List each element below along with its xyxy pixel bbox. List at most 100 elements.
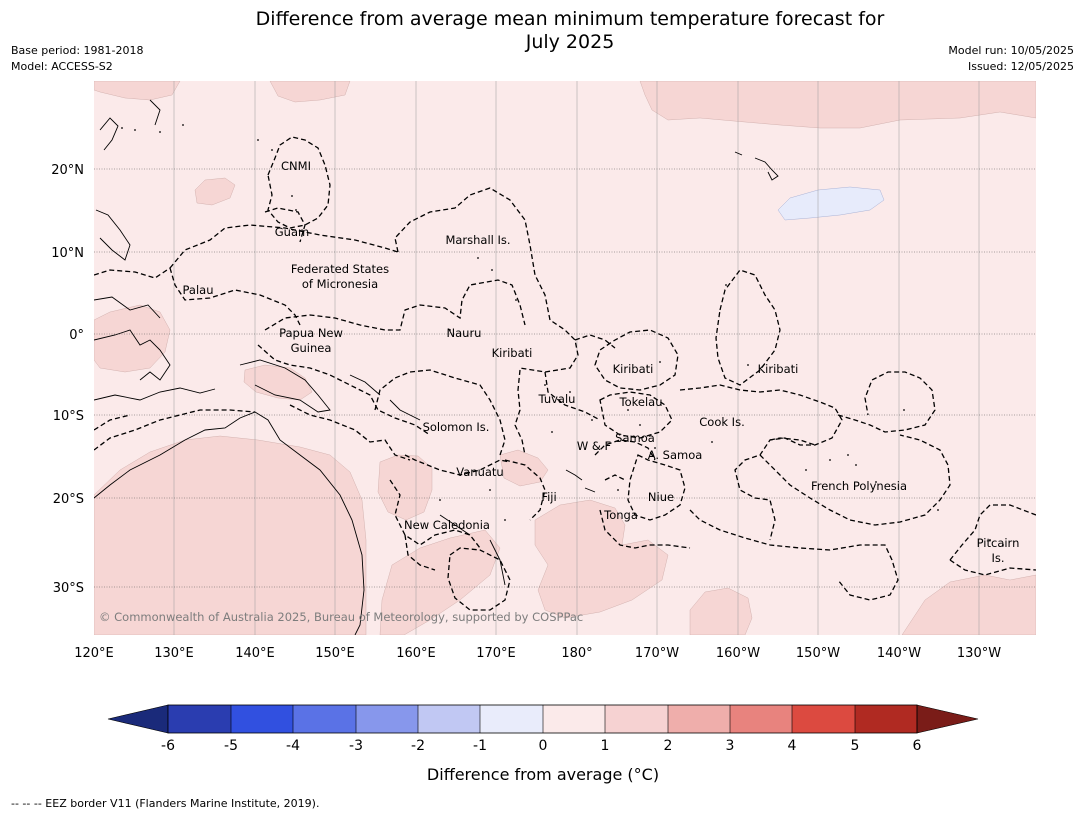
colorbar-tick-minus2: -2 [411,738,425,754]
lon-label-140e: 140°E [235,646,275,661]
label-guam: Guam [275,225,309,239]
colorbar-bin-2 [231,705,293,733]
anomaly-patch-nw-1 [269,81,351,103]
anomaly-patch-cool-hawaii [777,186,885,221]
colorbar-tick-minus4: -4 [286,738,300,754]
colorbar-tick-6: 6 [913,738,922,754]
label-wf: W & F [577,439,611,453]
colorbar-bin-4 [356,705,418,733]
lon-label-160w: 160°W [716,646,760,661]
eez-borders [94,136,1036,611]
label-fsm-line1: Federated States [291,262,389,276]
label-nauru: Nauru [447,326,482,340]
colorbar-tick-minus5: -5 [224,738,238,754]
label-tokelau: Tokelau [619,395,663,409]
colorbar-tick-4: 4 [788,738,797,754]
lat-label-30s: 30°S [53,581,84,596]
lon-label-130w: 130°W [957,646,1001,661]
anomaly-patch-tasman [379,529,501,635]
anomaly-patch-fiji [499,449,549,487]
lat-label-20s: 20°S [53,492,84,507]
lon-label-170w: 170°W [635,646,679,661]
label-samoa: Samoa [615,431,655,445]
label-fiji: Fiji [541,490,556,504]
label-cook: Cook Is. [699,415,744,429]
label-niue: Niue [648,490,674,504]
colorbar-bin-9 [668,705,730,733]
base-period: Base period: 1981-2018 [11,44,144,57]
label-pitcairn-line2: Is. [991,551,1004,565]
colorbar-extend-high [916,704,979,734]
lon-label-170e: 170°E [476,646,516,661]
colorbar-bin-1 [168,705,231,733]
colorbar: -6 -5 -4 -3 -2 -1 0 1 2 3 4 5 6 Differen… [107,704,979,784]
lon-label-130e: 130°E [154,646,194,661]
label-kiribati-east: Kiribati [758,362,799,376]
label-cnmi: CNMI [281,159,311,173]
model-name: Model: ACCESS-S2 [11,60,113,73]
label-marshall: Marshall Is. [445,233,510,247]
meta-right: Model run: 10/05/2025 Issued: 12/05/2025 [948,43,1074,75]
anomaly-patch-maritime [94,304,171,373]
lon-label-140w: 140°W [877,646,921,661]
colorbar-label: Difference from average (°C) [427,765,659,784]
anomaly-patch-south-central [689,587,753,635]
colorbar-tick-1: 1 [601,738,610,754]
colorbar-bin-11 [792,705,855,733]
title-line-2: July 2025 [525,31,615,53]
label-kiribati-central: Kiribati [613,362,654,376]
lon-label-120e: 120°E [74,646,114,661]
lon-label-160e: 160°E [396,646,436,661]
label-palau: Palau [183,283,214,297]
latitude-axis: 20°N 10°N 0° 10°S 20°S 30°S [51,163,84,596]
latitude-lines [94,168,1036,588]
lon-label-180: 180° [561,646,592,661]
colorbar-bin-7 [543,705,605,733]
anomaly-patch-kermadec [534,499,669,619]
chart-title: Difference from average mean minimum tem… [0,8,1085,54]
label-fsm-line2: of Micronesia [302,277,378,291]
label-png-line1: Papua New [279,326,343,340]
label-png-line2: Guinea [291,341,332,355]
anomaly-patch-philippines [194,177,236,206]
island-dots [121,124,1004,546]
colorbar-bin-6 [480,705,543,733]
region-labels: CNMI Guam Marshall Is. Federated States … [183,159,1020,565]
label-french-polynesia: French Polynesia [811,479,907,493]
colorbar-bin-5 [418,705,480,733]
meta-left: Base period: 1981-2018 Model: ACCESS-S2 [11,43,143,75]
longitude-axis: 120°E 130°E 140°E 150°E 160°E 170°E 180°… [74,646,1001,661]
model-run: Model run: 10/05/2025 [948,44,1074,57]
colorbar-tick-2: 2 [664,738,673,754]
colorbar-bin-3 [293,705,356,733]
lat-label-10s: 10°S [53,409,84,424]
label-solomon: Solomon Is. [423,420,490,434]
lon-label-150w: 150°W [796,646,840,661]
colorbar-tick-minus6: -6 [161,738,175,754]
colorbar-tick-minus3: -3 [349,738,363,754]
colorbar-bin-8 [605,705,668,733]
colorbar-tick-5: 5 [851,738,860,754]
colorbar-bin-12 [855,705,917,733]
anomaly-patch-southeast [901,574,1036,635]
label-vanuatu: Vanuatu [456,465,503,479]
lat-label-0: 0° [69,328,84,343]
label-kiribati-west: Kiribati [492,346,533,360]
anomaly-patch-nw-2 [94,81,181,101]
anomaly-patch-north-pacific [639,81,1036,129]
colorbar-tick-0: 0 [539,738,548,754]
lat-label-20n: 20°N [51,163,84,178]
eez-legend: -- -- -- EEZ border V11 (Flanders Marine… [11,797,320,810]
title-line-1: Difference from average mean minimum tem… [255,8,885,30]
map-copyright: © Commonwealth of Australia 2025, Bureau… [99,610,583,624]
coastlines [94,99,779,635]
lon-label-150e: 150°E [315,646,355,661]
colorbar-tick-3: 3 [726,738,735,754]
lat-label-10n: 10°N [51,246,84,261]
label-new-caledonia: New Caledonia [404,518,490,532]
label-tuvalu: Tuvalu [538,392,576,406]
colorbar-tick-minus1: -1 [473,738,487,754]
label-pitcairn-line1: Pitcairn [977,536,1020,550]
anomaly-patch-coral-sea [377,454,433,521]
